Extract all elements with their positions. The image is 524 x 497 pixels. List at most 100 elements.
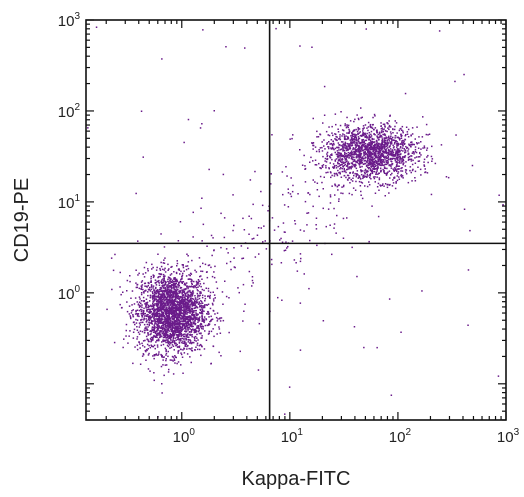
data-point — [344, 144, 346, 146]
data-point — [175, 308, 177, 310]
data-point — [397, 152, 399, 154]
data-point — [165, 329, 167, 331]
data-point — [350, 142, 352, 144]
data-point — [358, 119, 360, 121]
data-point — [351, 132, 353, 134]
data-point — [210, 308, 212, 310]
data-point — [187, 312, 189, 314]
data-point — [330, 202, 332, 204]
data-point — [191, 326, 193, 328]
data-point — [150, 317, 152, 319]
data-point — [192, 328, 194, 330]
data-point — [192, 342, 194, 344]
data-point — [171, 323, 173, 325]
data-point — [415, 146, 417, 148]
data-point — [134, 346, 136, 348]
data-point — [163, 306, 165, 308]
data-point — [498, 195, 500, 197]
data-point — [325, 167, 327, 169]
data-point — [373, 176, 375, 178]
data-point — [389, 138, 391, 140]
data-point — [356, 138, 358, 140]
data-point — [191, 260, 193, 262]
data-point — [399, 179, 401, 181]
y-axis-title: CD19-PE — [11, 178, 33, 262]
data-point — [187, 300, 189, 302]
data-point — [357, 154, 359, 156]
data-point — [326, 226, 328, 228]
data-point — [199, 298, 201, 300]
data-point — [346, 165, 348, 167]
data-point — [340, 139, 342, 141]
data-point — [402, 161, 404, 163]
data-point — [377, 174, 379, 176]
data-point — [354, 160, 356, 162]
data-point — [163, 305, 165, 307]
data-point — [180, 340, 182, 342]
data-point — [189, 319, 191, 321]
data-point — [299, 149, 301, 151]
data-point — [174, 330, 176, 332]
data-point — [131, 312, 133, 314]
data-point — [358, 136, 360, 138]
data-point — [419, 160, 421, 162]
data-point — [211, 331, 213, 333]
data-point — [163, 301, 165, 303]
data-point — [189, 331, 191, 333]
data-point — [292, 185, 294, 187]
data-point — [316, 131, 318, 133]
data-point — [161, 341, 163, 343]
data-point — [364, 163, 366, 165]
data-point — [391, 395, 393, 397]
data-point — [414, 144, 416, 146]
data-point — [364, 149, 366, 151]
data-point — [208, 288, 210, 290]
data-point — [182, 273, 184, 275]
data-point — [393, 182, 395, 184]
data-point — [360, 154, 362, 156]
data-point — [396, 122, 398, 124]
data-point — [147, 307, 149, 309]
data-point — [207, 277, 209, 279]
data-point — [183, 267, 185, 269]
data-point — [167, 316, 169, 318]
data-point — [145, 318, 147, 320]
data-point — [360, 169, 362, 171]
data-point — [323, 145, 325, 147]
data-point — [141, 319, 143, 321]
data-point — [400, 128, 402, 130]
data-point — [353, 142, 355, 144]
data-point — [327, 172, 329, 174]
data-point — [174, 358, 176, 360]
data-point — [197, 349, 199, 351]
data-point — [156, 293, 158, 295]
data-point — [352, 131, 354, 133]
data-point — [330, 162, 332, 164]
data-point — [194, 332, 196, 334]
data-point — [182, 290, 184, 292]
data-point — [408, 159, 410, 161]
data-point — [350, 135, 352, 137]
data-point — [393, 139, 395, 141]
data-point — [382, 144, 384, 146]
data-point — [408, 144, 410, 146]
data-point — [135, 297, 137, 299]
data-point — [178, 338, 180, 340]
data-point — [351, 194, 353, 196]
data-point — [176, 312, 178, 314]
data-point — [376, 143, 378, 145]
data-point — [154, 380, 156, 382]
data-point — [390, 133, 392, 135]
data-point — [121, 307, 123, 309]
data-point — [358, 157, 360, 159]
data-point — [333, 167, 335, 169]
data-point — [366, 176, 368, 178]
data-point — [335, 136, 337, 138]
data-point — [200, 326, 202, 328]
data-point — [163, 298, 165, 300]
data-point — [330, 177, 332, 179]
data-point — [251, 218, 253, 220]
data-point — [334, 165, 336, 167]
data-point — [342, 133, 344, 135]
data-point — [348, 177, 350, 179]
